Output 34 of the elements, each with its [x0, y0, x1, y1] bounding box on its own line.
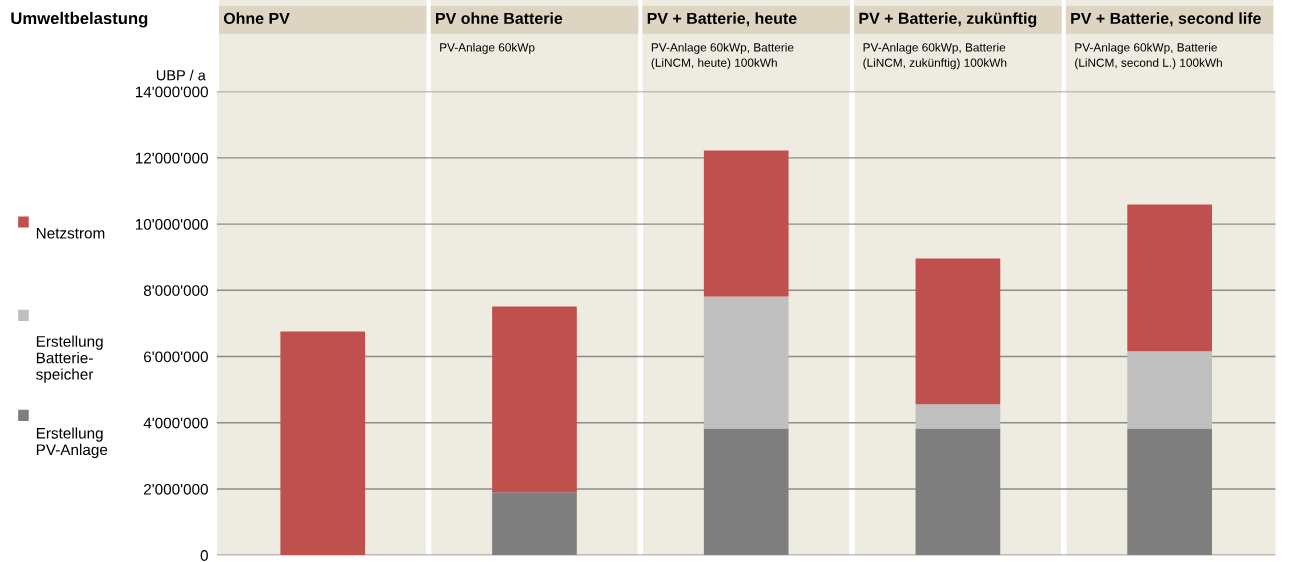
legend-label: Netzstrom: [36, 227, 105, 239]
bar: [280, 331, 366, 556]
bar: [703, 428, 789, 556]
x-tick-label: PV + Batterie, second life: [1071, 12, 1261, 27]
x-tick-label: PV + Batterie, heute: [647, 12, 797, 27]
text: PV-Anlage 60kWp, Batterie (LiNCM, zukünftig) 100kWh: [863, 42, 1007, 70]
x-tick-label: PV + Batterie, zukünftig: [859, 12, 1037, 28]
bar: [1127, 351, 1212, 429]
y-tick-label: 12'000'000: [135, 152, 208, 164]
bar: [492, 492, 577, 556]
y-tick-label: 2'000'000: [144, 483, 208, 495]
y-tick-label: 14'000'000: [135, 86, 208, 98]
bar: [703, 150, 789, 297]
legend-label: Erstellung Batterie- speicher: [36, 335, 103, 383]
y-axis-title: UBP / a: [156, 69, 206, 81]
y-tick-label: 4'000'000: [143, 417, 208, 429]
text: PV-Anlage 60kWp: [440, 42, 535, 54]
bar: [915, 404, 1001, 429]
y-tick-label: 8'000'000: [143, 285, 208, 296]
legend-label: Erstellung PV-Anlage: [36, 427, 108, 459]
bar: [703, 296, 789, 429]
y-tick-label: 6'000'000: [144, 351, 208, 363]
y-tick-label: 10'000'000: [135, 218, 208, 230]
text: PV-Anlage 60kWp, Batterie (LiNCM, heute) 100kWh: [651, 42, 794, 70]
bar: [1127, 204, 1212, 352]
y-tick-label: 0: [200, 550, 208, 561]
x-tick-label: Ohne PV: [223, 12, 290, 25]
bar: [915, 258, 1001, 405]
text: PV-Anlage 60kWp, Batterie (LiNCM, second L.) 100kWh: [1075, 42, 1222, 70]
text: Umweltbelastung: [11, 11, 148, 28]
bar: [1127, 428, 1212, 556]
bar: [492, 306, 577, 493]
bar: [915, 428, 1001, 556]
x-tick-label: PV ohne Batterie: [436, 12, 563, 25]
